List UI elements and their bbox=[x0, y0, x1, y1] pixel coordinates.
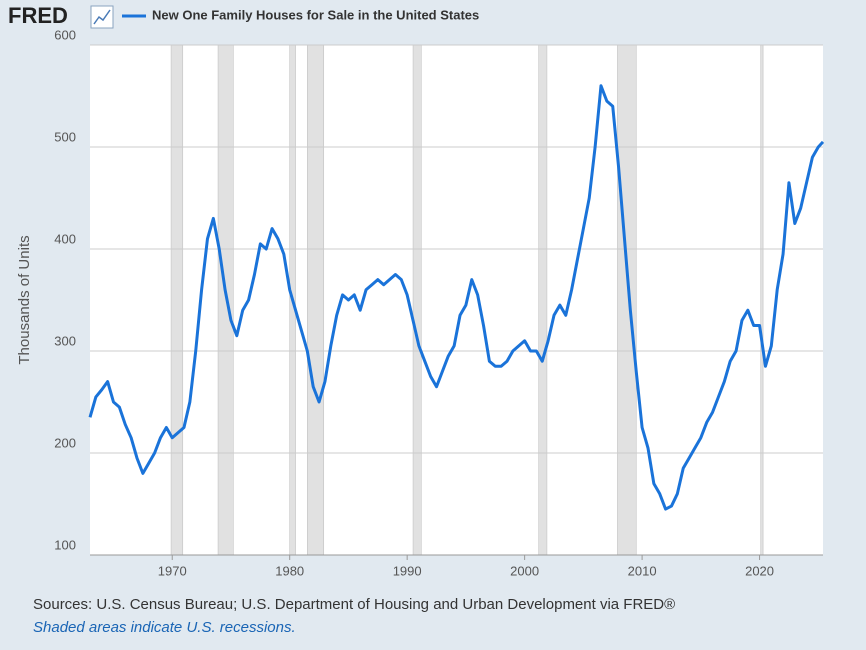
series-line bbox=[88, 84, 825, 511]
legend-label: New One Family Houses for Sale in the Un… bbox=[152, 7, 479, 22]
x-tick-label: 2020 bbox=[745, 563, 774, 578]
recession-band bbox=[412, 44, 422, 556]
y-tick-label: 500 bbox=[54, 129, 76, 144]
recession-band bbox=[617, 44, 637, 556]
y-tick-label: 200 bbox=[54, 435, 76, 450]
x-tick-label: 1970 bbox=[158, 563, 187, 578]
plot-area bbox=[90, 45, 823, 555]
recession-band bbox=[307, 44, 325, 556]
x-tick-label: 2000 bbox=[510, 563, 539, 578]
y-tick-label: 300 bbox=[54, 333, 76, 348]
recession-band bbox=[538, 44, 548, 556]
logo: FRED bbox=[8, 3, 68, 28]
source: Sources: U.S. Census Bureau; U.S. Depart… bbox=[33, 596, 675, 613]
y-tick-label: 400 bbox=[54, 231, 76, 246]
y-tick-label: 100 bbox=[54, 537, 76, 552]
y-axis-label: Thousands of Units bbox=[16, 235, 33, 364]
recession-band bbox=[170, 44, 184, 556]
y-tick-label: 600 bbox=[54, 27, 76, 42]
recession-band bbox=[760, 44, 764, 556]
note: Shaded areas indicate U.S. recessions. bbox=[33, 619, 296, 636]
x-tick-label: 1980 bbox=[275, 563, 304, 578]
logo-icon bbox=[90, 5, 114, 29]
x-tick-label: 1990 bbox=[393, 563, 422, 578]
x-tick-label: 2010 bbox=[628, 563, 657, 578]
